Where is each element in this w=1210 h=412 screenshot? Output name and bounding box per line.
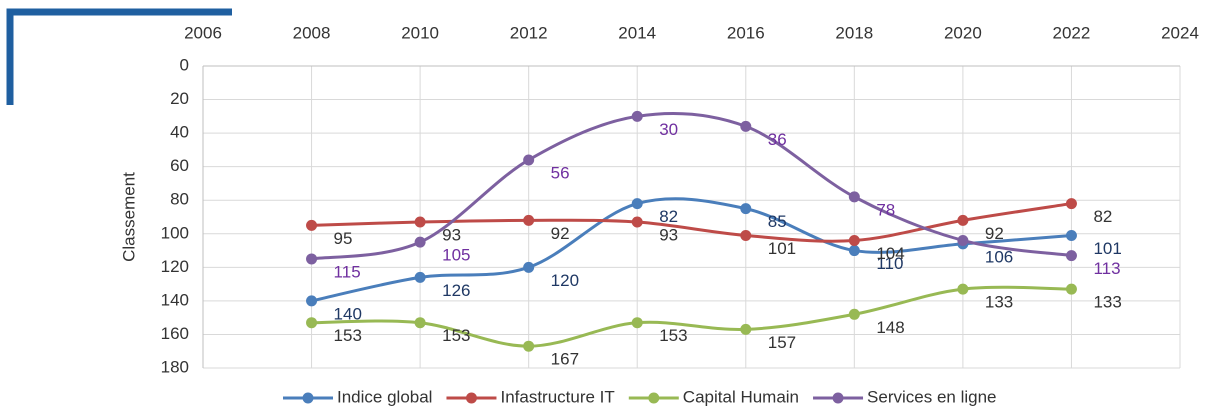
y-tick-label: 140 [161, 290, 189, 309]
data-label: 56 [551, 163, 570, 182]
data-label: 115 [334, 262, 361, 281]
data-label: 78 [876, 200, 895, 219]
data-point [848, 191, 860, 203]
data-point [414, 216, 426, 228]
data-label: 36 [768, 130, 787, 149]
data-label: 92 [985, 224, 1004, 243]
data-label: 82 [659, 207, 678, 226]
data-point [1065, 229, 1077, 241]
data-point [1065, 198, 1077, 210]
data-point [306, 295, 318, 307]
data-point [523, 340, 535, 352]
data-point [306, 253, 318, 265]
x-tick-label: 2022 [1053, 23, 1091, 42]
data-point [740, 120, 752, 132]
data-point [1065, 283, 1077, 295]
x-tick-label: 2010 [401, 23, 439, 42]
series-line [311, 197, 1072, 303]
data-point [957, 214, 969, 226]
data-point [848, 308, 860, 320]
legend-marker [465, 392, 477, 404]
data-label: 120 [551, 271, 579, 290]
y-tick-label: 100 [161, 223, 189, 242]
y-tick-label: 80 [170, 190, 189, 209]
series-line [311, 111, 1072, 261]
data-label: 113 [1093, 259, 1120, 278]
data-point [848, 245, 860, 257]
data-point [631, 110, 643, 122]
x-tick-label: 2016 [727, 23, 765, 42]
data-point [414, 317, 426, 329]
y-tick-label: 60 [170, 156, 189, 175]
data-label: 104 [876, 244, 904, 263]
data-label: 95 [334, 229, 353, 248]
data-label: 133 [985, 293, 1013, 312]
data-label: 153 [442, 326, 470, 345]
data-label: 82 [1093, 207, 1112, 226]
data-point [414, 271, 426, 283]
data-label: 153 [334, 326, 362, 345]
series-line [311, 285, 1072, 348]
data-point [306, 317, 318, 329]
x-tick-label: 2006 [184, 23, 222, 42]
data-point [848, 234, 860, 246]
data-point [957, 234, 969, 246]
legend-marker [648, 392, 660, 404]
x-tick-label: 2018 [835, 23, 873, 42]
data-point [523, 261, 535, 273]
x-tick-label: 2024 [1161, 23, 1199, 42]
data-label: 106 [985, 247, 1013, 266]
x-tick-label: 2020 [944, 23, 982, 42]
data-point [414, 236, 426, 248]
data-label: 30 [659, 120, 678, 139]
data-point [957, 283, 969, 295]
corner-decoration [6, 8, 232, 105]
data-point [523, 154, 535, 166]
y-tick-label: 120 [161, 257, 189, 276]
data-point [523, 214, 535, 226]
data-label: 167 [551, 350, 579, 369]
data-point [631, 317, 643, 329]
data-label: 85 [768, 212, 787, 231]
y-tick-label: 0 [180, 55, 189, 74]
data-point [740, 323, 752, 335]
data-point [306, 219, 318, 231]
data-point [740, 229, 752, 241]
data-label: 93 [442, 226, 461, 245]
data-point [631, 198, 643, 210]
data-label: 157 [768, 333, 796, 352]
data-point [1065, 250, 1077, 262]
legend-label: Infastructure IT [500, 387, 614, 406]
legend-label: Capital Humain [683, 387, 799, 406]
y-tick-label: 20 [170, 89, 189, 108]
data-label: 101 [768, 239, 796, 258]
data-point [631, 216, 643, 228]
x-tick-label: 2008 [293, 23, 331, 42]
legend-marker [832, 392, 844, 404]
data-label: 153 [659, 326, 687, 345]
data-label: 105 [442, 246, 470, 265]
data-label: 101 [1093, 239, 1121, 258]
y-tick-label: 180 [161, 357, 189, 376]
legend-label: Indice global [337, 387, 432, 406]
series-line [311, 202, 1072, 243]
x-tick-label: 2012 [510, 23, 548, 42]
data-label: 140 [334, 304, 362, 323]
data-label: 126 [442, 281, 470, 300]
data-label: 133 [1093, 293, 1121, 312]
data-label: 92 [551, 224, 570, 243]
data-point [740, 203, 752, 215]
legend-label: Services en ligne [867, 387, 996, 406]
y-tick-label: 160 [161, 324, 189, 343]
x-tick-label: 2014 [618, 23, 656, 42]
legend-marker [302, 392, 314, 404]
data-label: 110 [876, 254, 903, 273]
data-label: 93 [659, 226, 678, 245]
y-tick-label: 40 [170, 123, 189, 142]
y-axis-title: Classement [119, 172, 138, 262]
data-label: 148 [876, 318, 904, 337]
